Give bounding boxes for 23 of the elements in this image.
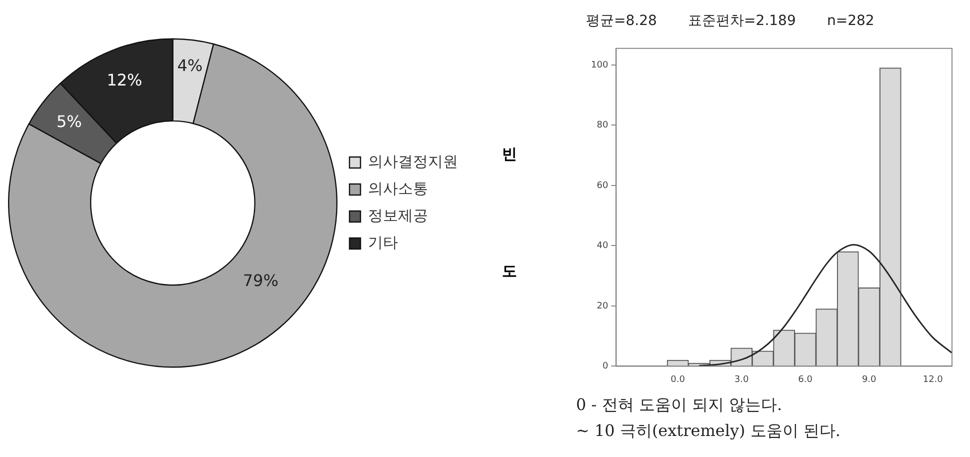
legend-label: 의사결정지원 [368,152,458,170]
y-tick-label: 80 [596,120,608,131]
data-label: 12% [106,70,142,90]
x-tick-label: 12.0 [922,374,944,385]
legend-label: 의사소통 [368,179,428,198]
text: 0 - 전혀 도움이 되지 않는다. [576,394,784,416]
data-label: 5% [56,112,82,131]
chart-title: 평균=8.28 표준편차=2.189 n=282 [586,12,874,30]
y-tick-label: 0 [602,362,608,372]
y-tick-label: 40 [596,241,608,252]
text: ~ 10 극히(extremely) 도움이 된다. [576,420,841,442]
data-label: 4% [177,56,203,76]
y-tick-label: 20 [596,301,608,312]
x-tick-label: 6.0 [798,374,813,385]
y-tick-label: 100 [590,60,608,70]
data-label: 79% [242,271,278,290]
y-axis-title: 빈도 [500,136,519,374]
y-tick-label: 60 [596,180,608,191]
x-tick-label: 3.0 [734,374,750,385]
x-tick-label: 0.0 [670,374,686,385]
x-tick-label: 9.0 [862,374,877,385]
legend-label: 기타 [368,233,398,252]
legend-label: 정보제공 [368,206,428,224]
